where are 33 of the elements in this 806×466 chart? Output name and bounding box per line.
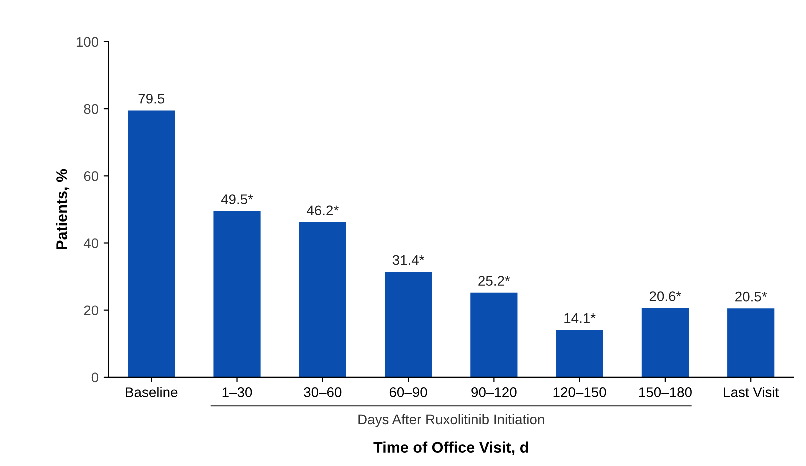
y-tick-label: 40 [84, 238, 99, 248]
bar [128, 110, 176, 378]
bar [642, 308, 690, 378]
data-label: 49.5* [221, 194, 254, 204]
x-tick-label: Last Visit [724, 387, 780, 398]
x-tick-label: 60–90 [390, 388, 428, 398]
y-tick-label: 20 [84, 306, 99, 316]
bar [214, 211, 261, 378]
data-label: 31.4* [392, 255, 425, 266]
x-axis-title: Time of Office Visit, d [374, 442, 528, 456]
bar [299, 222, 346, 378]
bar [384, 272, 432, 378]
y-tick-label: 0 [92, 372, 99, 383]
x-tick-label: 1–30 [222, 388, 252, 398]
y-tick-label: 100 [76, 37, 99, 48]
data-label: 20.5* [736, 292, 768, 302]
bar [470, 292, 518, 378]
y-axis-title: Patients, % [56, 169, 70, 250]
data-label: 20.6* [650, 292, 682, 302]
x-tick-label: 120–150 [554, 388, 606, 398]
x-tick-label: 150–180 [639, 388, 692, 398]
data-label: 46.2* [307, 206, 339, 216]
y-tick-label: 80 [84, 104, 99, 114]
text: Days After Ruxolitinib Initiation [358, 414, 544, 428]
y-tick-label: 60 [84, 171, 99, 182]
x-tick-label: 30–60 [304, 388, 342, 398]
data-label: 25.2* [478, 276, 510, 286]
bar [728, 308, 775, 378]
x-tick-label: 90–120 [472, 388, 517, 398]
bar [556, 330, 604, 378]
x-tick-label: Baseline [126, 387, 178, 398]
data-label: 14.1* [564, 314, 596, 324]
data-label: 79.5 [138, 94, 165, 104]
